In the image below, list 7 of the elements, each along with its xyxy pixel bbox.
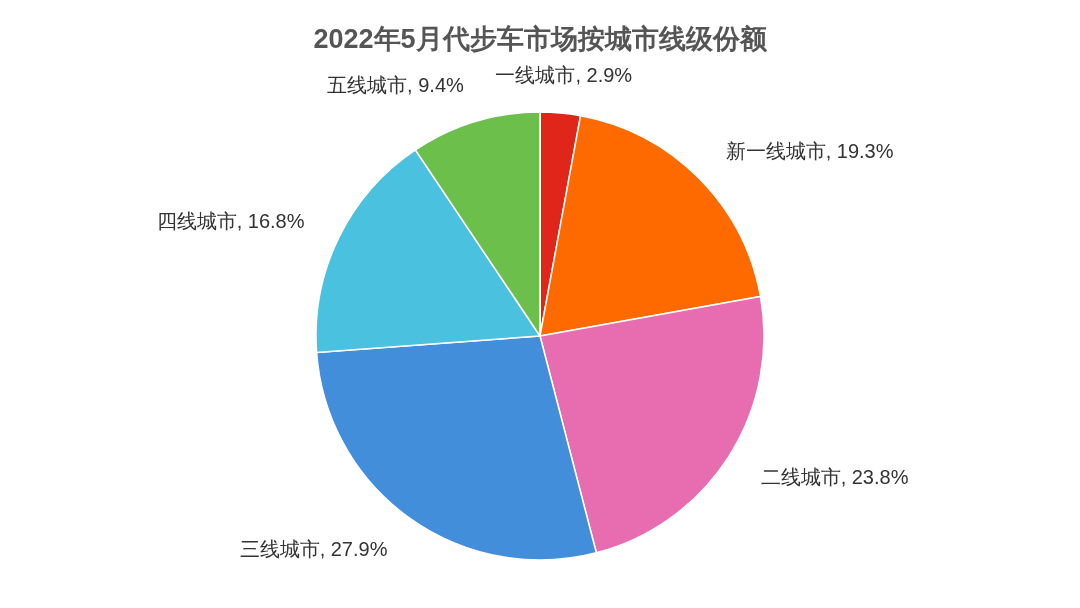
slice-label: 新一线城市, 19.3% (725, 140, 894, 163)
slice-label: 四线城市, 16.8% (156, 210, 305, 233)
slice-label: 二线城市, 23.8% (760, 466, 909, 489)
slice-label: 一线城市, 2.9% (495, 64, 633, 87)
chart-title: 2022年5月代步车市场按城市线级份额 (313, 24, 768, 54)
slice-label: 三线城市, 27.9% (239, 538, 388, 561)
slice-label: 五线城市, 9.4% (327, 74, 465, 97)
